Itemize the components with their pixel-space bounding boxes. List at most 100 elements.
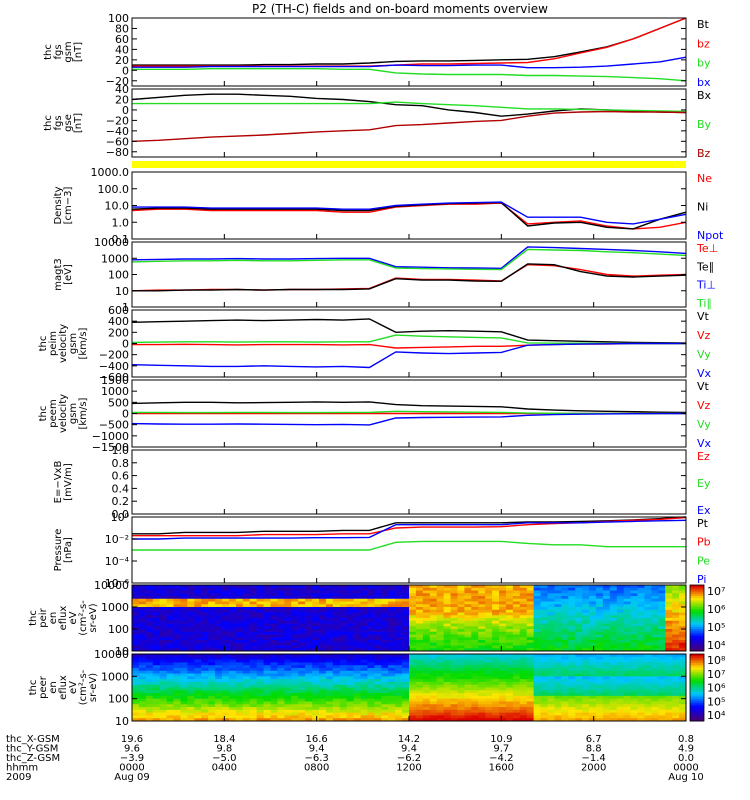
spectrogram-cell	[367, 612, 375, 616]
spectrogram-cell	[429, 670, 438, 674]
spectrogram-cell	[512, 626, 521, 630]
spectrogram-cell	[658, 687, 666, 691]
x-tick-value: 8.8	[586, 744, 602, 755]
spectrogram-cell	[637, 620, 645, 624]
spectrogram-cell	[256, 623, 264, 627]
spectrogram-cell	[658, 645, 666, 649]
spectrogram-cell	[658, 612, 666, 616]
spectrogram-cell	[623, 629, 631, 633]
spectrogram-cell	[519, 615, 528, 619]
spectrogram-cell	[242, 629, 251, 633]
spectrogram-cell	[602, 718, 611, 722]
spectrogram-cell	[436, 615, 445, 619]
spectrogram-cell	[332, 715, 341, 719]
spectrogram-cell	[595, 707, 604, 711]
spectrogram-cell	[145, 585, 154, 589]
spectrogram-cell	[630, 618, 638, 622]
spectrogram-cell	[679, 712, 687, 716]
spectrogram-cell	[422, 609, 431, 613]
spectrogram-cell	[422, 642, 431, 646]
spectrogram-cell	[360, 620, 368, 624]
spectrogram-cell	[346, 618, 354, 622]
spectrogram-cell	[443, 607, 451, 611]
spectrogram-cell	[637, 654, 645, 658]
spectrogram-cell	[526, 615, 535, 619]
spectrogram-cell	[457, 604, 465, 608]
spectrogram-cell	[145, 679, 154, 683]
spectrogram-cell	[263, 587, 271, 591]
spectrogram-cell	[422, 693, 431, 697]
spectrogram-cell	[623, 637, 631, 641]
spectrogram-cell	[533, 676, 541, 680]
spectrogram-cell	[367, 656, 375, 660]
spectrogram-cell	[637, 596, 645, 600]
spectrogram-cell	[381, 587, 389, 591]
colorbar-segment	[690, 671, 704, 675]
spectrogram-cell	[332, 587, 341, 591]
spectrogram-cell	[658, 590, 666, 594]
spectrogram-cell	[388, 704, 396, 708]
spectrogram-cell	[152, 593, 161, 597]
spectrogram-cell	[499, 634, 507, 638]
spectrogram-cell	[616, 623, 625, 627]
spectrogram-cell	[505, 618, 514, 622]
spectrogram-cell	[457, 645, 465, 649]
spectrogram-cell	[277, 665, 285, 669]
spectrogram-cell	[533, 623, 541, 627]
spectrogram-cell	[305, 693, 313, 697]
spectrogram-cell	[215, 598, 223, 602]
spectrogram-cell	[242, 662, 251, 666]
spectrogram-cell	[187, 585, 195, 589]
spectrogram-cell	[422, 707, 431, 711]
colorbar-segment	[690, 596, 704, 599]
spectrogram-cell	[339, 679, 348, 683]
spectrogram-cell	[415, 637, 424, 641]
spectrogram-cell	[658, 648, 666, 652]
spectrogram-cell	[616, 687, 625, 691]
spectrogram-cell	[540, 593, 548, 597]
spectrogram-cell	[519, 681, 528, 686]
spectrogram-cell	[436, 679, 445, 683]
spectrogram-cell	[644, 687, 652, 691]
spectrogram-cell	[180, 665, 188, 669]
spectrogram-cell	[526, 645, 535, 649]
spectrogram-cell	[429, 693, 438, 697]
colorbar-tick-label: 10⁸	[707, 654, 726, 667]
spectrogram-cell	[173, 601, 181, 605]
spectrogram-cell	[132, 604, 140, 608]
spectrogram-cell	[325, 598, 334, 602]
spectrogram-cell	[533, 634, 541, 638]
spectrogram-cell	[540, 615, 548, 619]
spectrogram-cell	[505, 642, 514, 646]
spectrogram-cell	[208, 704, 216, 708]
spectrogram-cell	[346, 715, 354, 719]
spectrogram-cell	[159, 598, 168, 602]
spectrogram-cell	[499, 718, 507, 722]
spectrogram-cell	[215, 693, 223, 697]
spectrogram-cell	[651, 585, 659, 589]
y-axis-label: Density	[53, 186, 64, 224]
spectrogram-cell	[554, 587, 562, 591]
spectrogram-cell	[540, 670, 548, 674]
spectrogram-cell	[263, 676, 271, 680]
spectrogram-cell	[291, 690, 299, 694]
spectrogram-cell	[409, 585, 417, 589]
spectrogram-cell	[360, 612, 368, 616]
spectrogram-cell	[180, 637, 188, 641]
spectrogram-cell	[360, 707, 368, 711]
spectrogram-cell	[138, 598, 147, 602]
spectrogram-cell	[222, 623, 230, 627]
spectrogram-cell	[187, 620, 195, 624]
spectrogram-cell	[353, 687, 361, 691]
spectrogram-cell	[367, 667, 375, 672]
spectrogram-cell	[284, 670, 292, 674]
spectrogram-cell	[194, 654, 202, 658]
spectrogram-cell	[672, 618, 680, 622]
spectrogram-cell	[609, 690, 618, 694]
spectrogram-cell	[187, 712, 195, 716]
spectrogram-cell	[540, 609, 548, 613]
spectrogram-cell	[672, 590, 680, 594]
spectrogram-cell	[547, 687, 555, 691]
spectrogram-cell	[595, 684, 604, 688]
spectrogram-cell	[651, 598, 659, 602]
